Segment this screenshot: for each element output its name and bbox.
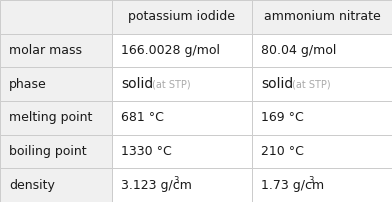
- Text: boiling point: boiling point: [9, 145, 87, 158]
- Text: 169 °C: 169 °C: [261, 111, 304, 124]
- Text: 3.123 g/cm: 3.123 g/cm: [121, 179, 192, 192]
- Text: phase: phase: [9, 78, 47, 91]
- Bar: [112, 168, 252, 202]
- Text: 3: 3: [308, 176, 313, 185]
- Bar: [0, 168, 112, 202]
- Text: 166.0028 g/mol: 166.0028 g/mol: [121, 44, 220, 57]
- Bar: [112, 0, 252, 34]
- Text: 3: 3: [173, 176, 178, 185]
- Bar: [112, 135, 252, 168]
- Text: 210 °C: 210 °C: [261, 145, 304, 158]
- Bar: [0, 67, 112, 101]
- Text: (at STP): (at STP): [292, 79, 330, 89]
- Text: potassium iodide: potassium iodide: [129, 10, 236, 23]
- Bar: [0, 34, 112, 67]
- Bar: [252, 0, 392, 34]
- Bar: [252, 34, 392, 67]
- Bar: [252, 168, 392, 202]
- Text: 80.04 g/mol: 80.04 g/mol: [261, 44, 336, 57]
- Bar: [112, 101, 252, 135]
- Text: 1330 °C: 1330 °C: [121, 145, 172, 158]
- Text: (at STP): (at STP): [152, 79, 191, 89]
- Bar: [112, 34, 252, 67]
- Bar: [0, 135, 112, 168]
- Bar: [0, 0, 112, 34]
- Bar: [0, 101, 112, 135]
- Bar: [252, 135, 392, 168]
- Text: solid: solid: [121, 77, 153, 91]
- Text: 1.73 g/cm: 1.73 g/cm: [261, 179, 324, 192]
- Text: 681 °C: 681 °C: [121, 111, 164, 124]
- Bar: [252, 67, 392, 101]
- Text: melting point: melting point: [9, 111, 93, 124]
- Text: solid: solid: [261, 77, 293, 91]
- Bar: [112, 67, 252, 101]
- Text: molar mass: molar mass: [9, 44, 82, 57]
- Text: ammonium nitrate: ammonium nitrate: [264, 10, 380, 23]
- Bar: [252, 101, 392, 135]
- Text: density: density: [9, 179, 55, 192]
